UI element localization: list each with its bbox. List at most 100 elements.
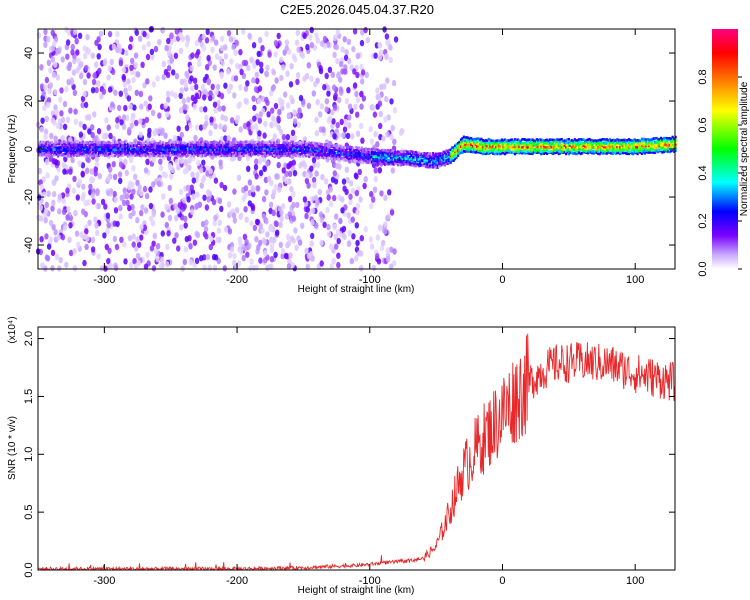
- heatmap-cell: [645, 143, 648, 146]
- heatmap-cell: [494, 152, 498, 155]
- heatmap-cell: [245, 144, 248, 147]
- heatmap-cell: [309, 195, 315, 203]
- heatmap-cell: [309, 153, 312, 157]
- heatmap-cell: [384, 163, 387, 166]
- heatmap-cell: [178, 152, 181, 155]
- heatmap-cell: [570, 141, 573, 145]
- heatmap-cell: [390, 124, 395, 132]
- heatmap-cell: [165, 261, 170, 268]
- heatmap-cell: [175, 145, 178, 149]
- heatmap-cell: [200, 84, 206, 91]
- heatmap-cell: [636, 145, 639, 149]
- heatmap-cell: [391, 151, 394, 155]
- heatmap-cell: [176, 149, 179, 152]
- heatmap-cell: [48, 155, 51, 158]
- heatmap-cell: [121, 114, 127, 121]
- heatmap-cell: [379, 151, 382, 155]
- heatmap-cell: [627, 143, 630, 147]
- heatmap-cell: [240, 154, 244, 158]
- heatmap-cell: [247, 179, 253, 186]
- heatmap-cell: [597, 147, 600, 151]
- heatmap-cell: [148, 141, 152, 145]
- heatmap-cell: [384, 154, 387, 158]
- heatmap-cell: [72, 89, 78, 97]
- heatmap-cell: [402, 152, 406, 155]
- heatmap-cell: [219, 149, 222, 152]
- heatmap-cell: [375, 93, 380, 101]
- heatmap-cell: [108, 262, 113, 269]
- colorbar-tick-label: 0.6: [697, 117, 709, 132]
- heatmap-cell: [174, 73, 180, 80]
- heatmap-cell: [508, 149, 511, 153]
- heatmap-cell: [397, 150, 400, 153]
- heatmap-cell: [203, 143, 206, 146]
- heatmap-cell: [591, 138, 594, 142]
- heatmap-cell: [252, 104, 257, 112]
- heatmap-cell: [123, 104, 128, 112]
- heatmap-cell: [202, 264, 207, 271]
- heatmap-cell: [665, 150, 668, 153]
- heatmap-cell: [443, 161, 446, 164]
- heatmap-cell: [648, 151, 651, 154]
- heatmap-cell: [184, 70, 189, 78]
- heatmap-cell: [93, 140, 96, 144]
- heatmap-cell: [91, 78, 97, 86]
- heatmap-cell: [556, 151, 559, 154]
- heatmap-cell: [132, 144, 136, 148]
- heatmap-cell: [455, 151, 458, 155]
- heatmap-cell: [601, 152, 604, 155]
- heatmap-cell: [97, 154, 101, 157]
- heatmap-cell: [662, 145, 665, 149]
- heatmap-cell: [44, 201, 49, 209]
- heatmap-cell: [75, 194, 81, 201]
- heatmap-cell: [630, 146, 633, 150]
- heatmap-cell: [336, 71, 341, 78]
- heatmap-cell: [159, 144, 162, 148]
- heatmap-cell: [508, 146, 511, 149]
- heatmap-cell: [543, 143, 546, 146]
- heatmap-cell: [377, 100, 383, 107]
- heatmap-cell: [337, 156, 340, 159]
- heatmap-cell: [354, 146, 357, 149]
- heatmap-cell: [326, 194, 331, 201]
- heatmap-cell: [65, 214, 70, 221]
- heatmap-cell: [560, 138, 563, 141]
- heatmap-cell: [471, 144, 474, 148]
- heatmap-cell: [90, 154, 93, 158]
- heatmap-cell: [62, 100, 68, 108]
- heatmap-cell: [103, 141, 106, 144]
- heatmap-cell: [439, 154, 442, 157]
- colorbar-ticks: 0.00.20.40.60.8: [697, 69, 742, 277]
- heatmap-cell: [326, 231, 332, 238]
- heatmap-cell: [654, 142, 657, 145]
- heatmap-cell: [306, 145, 309, 149]
- heatmap-cell: [318, 141, 321, 145]
- heatmap-cell: [189, 149, 192, 153]
- heatmap-cell: [104, 243, 110, 251]
- heatmap-cell: [570, 147, 573, 151]
- heatmap-cell: [617, 142, 620, 145]
- heatmap-cell: [478, 149, 482, 153]
- heatmap-cell: [274, 150, 277, 153]
- heatmap-cell: [290, 143, 293, 147]
- heatmap-cell: [105, 212, 111, 219]
- heatmap-cell: [166, 230, 171, 237]
- heatmap-cell: [340, 156, 343, 160]
- heatmap-cell: [192, 154, 195, 158]
- heatmap-cell: [338, 153, 341, 156]
- heatmap-cell: [367, 157, 371, 160]
- heatmap-cell: [667, 142, 670, 145]
- heatmap-cell: [163, 172, 168, 179]
- heatmap-cell: [325, 206, 330, 214]
- heatmap-cell: [288, 252, 293, 259]
- heatmap-cell: [68, 145, 71, 149]
- heatmap-cell: [141, 151, 144, 155]
- heatmap-cell: [638, 139, 641, 142]
- heatmap-cell: [246, 140, 249, 144]
- heatmap-cell: [626, 139, 629, 142]
- heatmap-cell: [53, 229, 58, 236]
- heatmap-cell: [252, 147, 255, 150]
- heatmap-cell: [73, 209, 78, 217]
- heatmap-cell: [455, 142, 458, 146]
- heatmap-cell: [148, 149, 152, 153]
